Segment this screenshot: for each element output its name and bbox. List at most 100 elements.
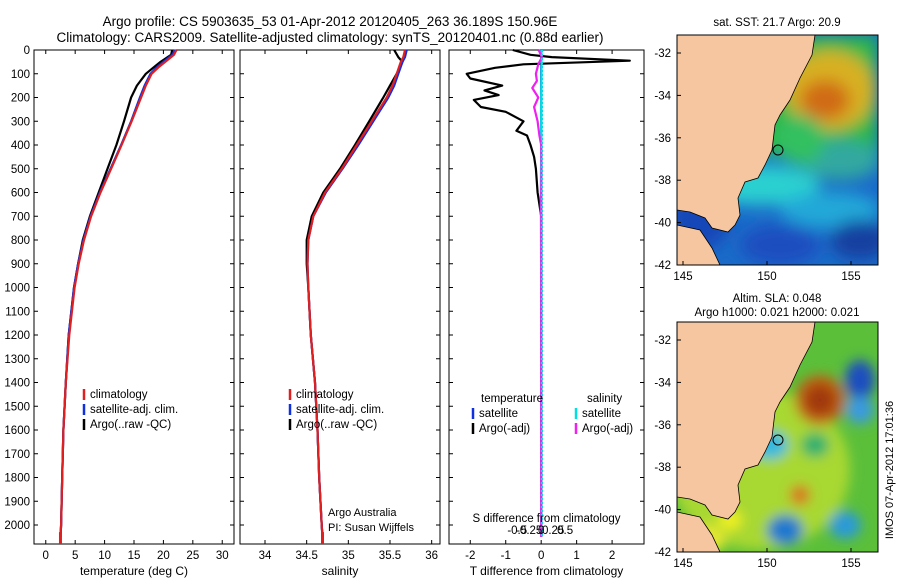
lon-tick-label: 155 [841,558,860,570]
y-tick-label: 1500 [4,401,30,413]
sst-map-frame [676,34,879,266]
x-tick-label: 1 [573,550,579,562]
pi-name-label: PI: Susan Wijffels [328,522,414,534]
legend-entry: climatology [296,389,354,401]
s-tick-label: 0 [538,525,544,537]
x-axis-label: T difference from climatology [470,564,624,578]
legend-entry: satellite [479,408,518,420]
temperature-panel: 0 5 10 15 20 25 300100200300400500600700800900… [4,45,235,578]
x-tick-label: -1 [501,550,511,562]
y-tick-label: 1200 [4,330,30,342]
figure-title-line1: Argo profile: CS 5903635_53 01-Apr-2012 … [102,14,558,29]
x-tick-label: 0 [43,550,49,562]
x-tick-label: 36 [425,550,438,562]
y-tick-label: 600 [11,188,30,200]
x-tick-label: 30 [216,550,229,562]
sla-land-tasmania [677,511,721,552]
x-tick-label: -2 [465,550,475,562]
series-line-t-argo-adj- [465,48,631,537]
y-tick-label: 2000 [4,520,30,532]
legend-entry: satellite-adj. clim. [296,404,384,416]
sla-map-title: Altim. SLA: 0.048 [733,293,822,305]
s-tick-label: -0.5 [507,525,527,537]
x-tick-label: 35 [342,550,355,562]
s-tick-label: -0.25 [516,525,542,537]
y-tick-label: 500 [11,164,30,176]
s-tick-label: 0.5 [557,525,573,537]
y-tick-label: 800 [11,235,30,247]
y-tick-label: 1800 [4,473,30,485]
x-axis-label: temperature (deg C) [80,564,188,578]
y-tick-label: 1300 [4,354,30,366]
sla-land [677,322,816,520]
sst-land [677,35,816,233]
x-tick-label: 5 [72,550,78,562]
sla-map-subtitle: Argo h1000: 0.021 h2000: 0.021 [695,307,860,319]
s-axis-label: S difference from climatology [472,513,620,525]
sst-argo-location-marker [772,144,784,156]
y-tick-label: 1100 [5,306,30,318]
lon-tick-label: 145 [673,271,692,283]
x-tick-label: 20 [157,550,170,562]
x-tick-label: 34.5 [295,550,317,562]
y-tick-label: 700 [11,211,30,223]
y-tick-label: 1900 [4,496,30,508]
legend-entry: satellite [582,408,621,420]
series-line-climatology [59,49,178,537]
lat-tick-label: -42 [654,260,671,272]
y-tick-label: 1700 [4,449,30,461]
sla-argo-location-marker [772,434,784,446]
y-tick-label: 1400 [4,378,30,390]
series-line-climatology [306,49,407,537]
series-line-argo-raw-qc- [305,49,404,537]
x-tick-label: 15 [128,550,141,562]
x-tick-label: 10 [98,550,111,562]
lat-tick-label: -34 [654,377,671,389]
series-line-satellite-adj-clim- [59,49,177,537]
difference-panel: -2 -1 0 1 2 T difference from climatology -0.5… [448,48,645,578]
y-tick-label: 900 [11,259,30,271]
y-tick-label: 1000 [4,283,30,295]
lat-tick-label: -32 [654,48,671,60]
lat-tick-label: -40 [654,505,671,517]
imos-timestamp-watermark: IMOS 07-Apr-2012 17:01:36 [884,401,896,539]
temperature-profile-frame [33,49,235,545]
lat-tick-label: -38 [654,462,671,474]
y-tick-label: 200 [11,93,30,105]
y-tick-label: 400 [11,140,30,152]
difference-profile-frame [448,49,645,545]
sst-map-title: sat. SST: 21.7 Argo: 20.9 [713,17,840,29]
legend-entry: Argo(..raw -QC) [90,419,171,431]
lat-tick-label: -36 [654,420,671,432]
lon-tick-label: 150 [757,271,776,283]
legend-entry: Argo(-adj) [479,423,530,435]
series-line-argo-raw-qc- [59,49,174,537]
salinity-profile-frame [239,49,441,545]
lat-tick-label: -40 [654,218,671,230]
x-tick-label: 35.5 [379,550,401,562]
y-tick-label: 100 [11,69,30,81]
legend-temperature-title: temperature [481,393,543,405]
legend-entry: Argo(-adj) [582,423,633,435]
s-tick-label: 0.25 [542,525,564,537]
figure-title-line2: Climatology: CARS2009. Satellite-adjuste… [56,30,604,45]
y-tick-label: 300 [11,116,30,128]
lat-tick-label: -34 [654,90,671,102]
y-tick-label: 1600 [4,425,30,437]
salinity-panel: 34 34.5 35 35.5 36 salinity climatology satelli… [239,49,441,578]
lon-tick-label: 150 [757,558,776,570]
x-tick-label: 25 [186,550,199,562]
sla-map: Altim. SLA: 0.048 Argo h1000: 0.021 h200… [654,293,879,570]
series-line-satellite-adj-clim- [306,49,408,537]
x-axis-label: salinity [322,564,359,578]
sst-land-tasmania [677,224,721,265]
lat-tick-label: -42 [654,547,671,559]
legend-entry: satellite-adj. clim. [90,404,178,416]
sst-map: sat. SST: 21.7 Argo: 20.9 -32 -34 -36 -38 -4… [654,17,879,283]
x-tick-label: 34 [259,550,272,562]
x-tick-label: 0 [538,550,544,562]
lon-tick-label: 145 [673,558,692,570]
